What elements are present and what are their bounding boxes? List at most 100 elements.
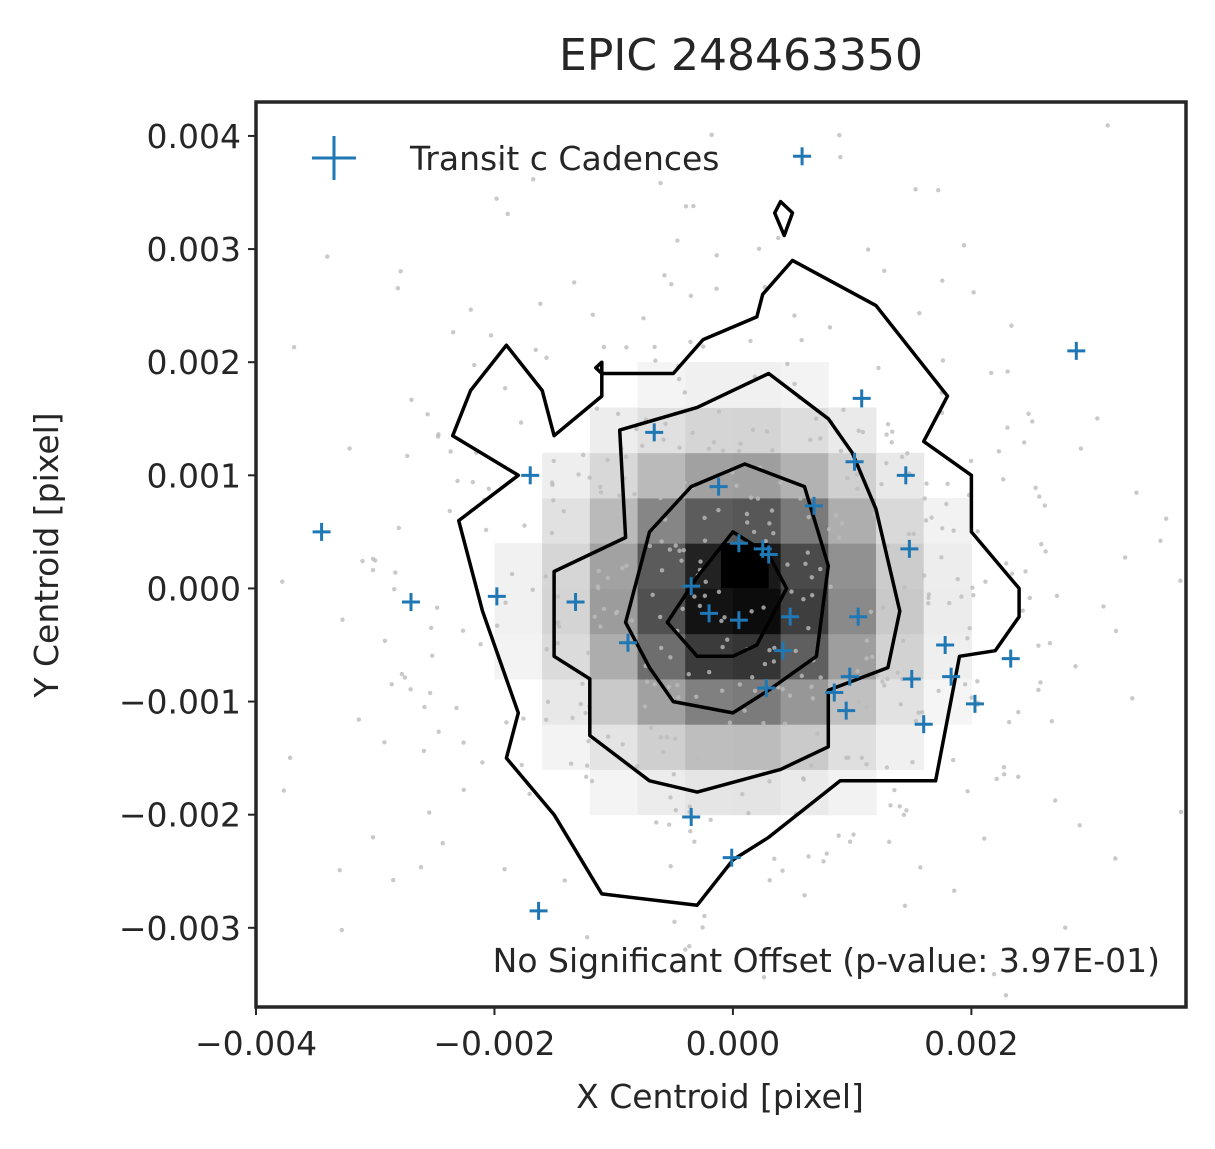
background-point: [668, 795, 673, 800]
background-point: [785, 562, 790, 567]
background-point: [1003, 993, 1009, 998]
background-point: [828, 584, 833, 589]
background-point: [544, 647, 549, 652]
background-point: [922, 496, 927, 501]
background-point: [281, 788, 287, 793]
transit-point: [840, 667, 859, 686]
transit-point: [682, 577, 701, 596]
background-point: [555, 641, 560, 646]
background-point: [682, 390, 687, 395]
background-point: [576, 472, 581, 477]
background-point: [1105, 123, 1110, 128]
density-cell: [685, 407, 734, 454]
background-point: [468, 307, 474, 312]
background-point: [543, 717, 549, 723]
background-point: [742, 708, 747, 713]
background-point: [287, 755, 293, 760]
background-point: [967, 626, 972, 631]
background-point: [864, 761, 869, 767]
background-point: [598, 484, 603, 490]
background-point: [1001, 772, 1007, 777]
background-point: [280, 579, 285, 584]
background-point: [982, 836, 987, 841]
x-tick-label: 0.002: [924, 1024, 1018, 1063]
contour-line: [665, 530, 789, 659]
background-point: [1049, 718, 1055, 724]
transit-point: [805, 496, 823, 515]
background-point: [911, 531, 917, 537]
background-point: [1054, 593, 1060, 599]
background-point: [455, 478, 460, 484]
density-cell: [637, 407, 686, 454]
background-point: [897, 804, 902, 809]
background-point: [706, 669, 712, 675]
density-cell: [494, 633, 543, 680]
background-point: [543, 574, 548, 579]
background-point: [882, 268, 887, 274]
background-point: [1030, 419, 1035, 424]
transit-point: [722, 848, 741, 867]
background-point: [427, 810, 432, 815]
background-point: [673, 808, 678, 813]
y-tick-label: −0.001: [119, 683, 241, 722]
background-point: [806, 854, 811, 859]
background-point: [570, 715, 575, 721]
density-cell: [876, 724, 925, 770]
background-point: [392, 586, 397, 592]
density-cell: [923, 543, 972, 589]
background-point: [504, 720, 509, 725]
transit-point: [1001, 649, 1020, 668]
background-point: [594, 406, 600, 411]
background-point: [809, 684, 814, 689]
background-point: [821, 859, 826, 864]
y-tick-label: 0.001: [147, 456, 241, 495]
x-tick-label: −0.002: [433, 1024, 555, 1063]
background-point: [1016, 774, 1021, 780]
background-point: [658, 645, 664, 651]
transit-point: [566, 593, 585, 612]
background-point: [647, 543, 653, 549]
background-point: [772, 856, 777, 862]
background-point: [561, 509, 567, 514]
background-point: [968, 458, 974, 464]
background-point: [598, 624, 603, 629]
background-point: [1134, 490, 1139, 495]
background-point: [839, 520, 845, 526]
background-point: [562, 878, 567, 883]
background-point: [1047, 641, 1053, 646]
background-point: [667, 491, 672, 496]
transit-point: [521, 466, 540, 485]
background-point: [808, 763, 814, 768]
background-point: [767, 779, 772, 784]
background-point: [844, 755, 849, 760]
background-point: [702, 593, 708, 599]
transit-point: [852, 389, 871, 408]
background-point: [722, 615, 727, 620]
density-cell: [589, 452, 639, 499]
background-point: [544, 355, 549, 361]
background-point: [924, 481, 929, 486]
background-point: [1001, 764, 1007, 770]
background-point: [962, 682, 968, 687]
transit-point: [793, 147, 812, 166]
background-point: [502, 867, 507, 872]
x-axis-label: X Centroid [pixel]: [576, 1077, 864, 1116]
background-point: [809, 593, 815, 598]
background-point: [838, 448, 844, 454]
background-point: [926, 595, 931, 601]
background-point: [494, 623, 500, 629]
background-point: [436, 432, 441, 437]
density-cell: [542, 452, 591, 499]
background-point: [1009, 323, 1014, 328]
background-point: [632, 491, 637, 497]
background-point: [756, 246, 762, 251]
transit-point: [902, 669, 921, 688]
background-point: [1042, 503, 1047, 508]
transit-point: [781, 607, 800, 626]
background-point: [841, 407, 846, 413]
background-point: [944, 501, 949, 507]
x-axis-ticks: −0.004 −0.002 0.000 0.002: [195, 1007, 1019, 1063]
background-point: [605, 575, 611, 581]
background-point: [782, 721, 788, 726]
background-point: [658, 735, 664, 740]
